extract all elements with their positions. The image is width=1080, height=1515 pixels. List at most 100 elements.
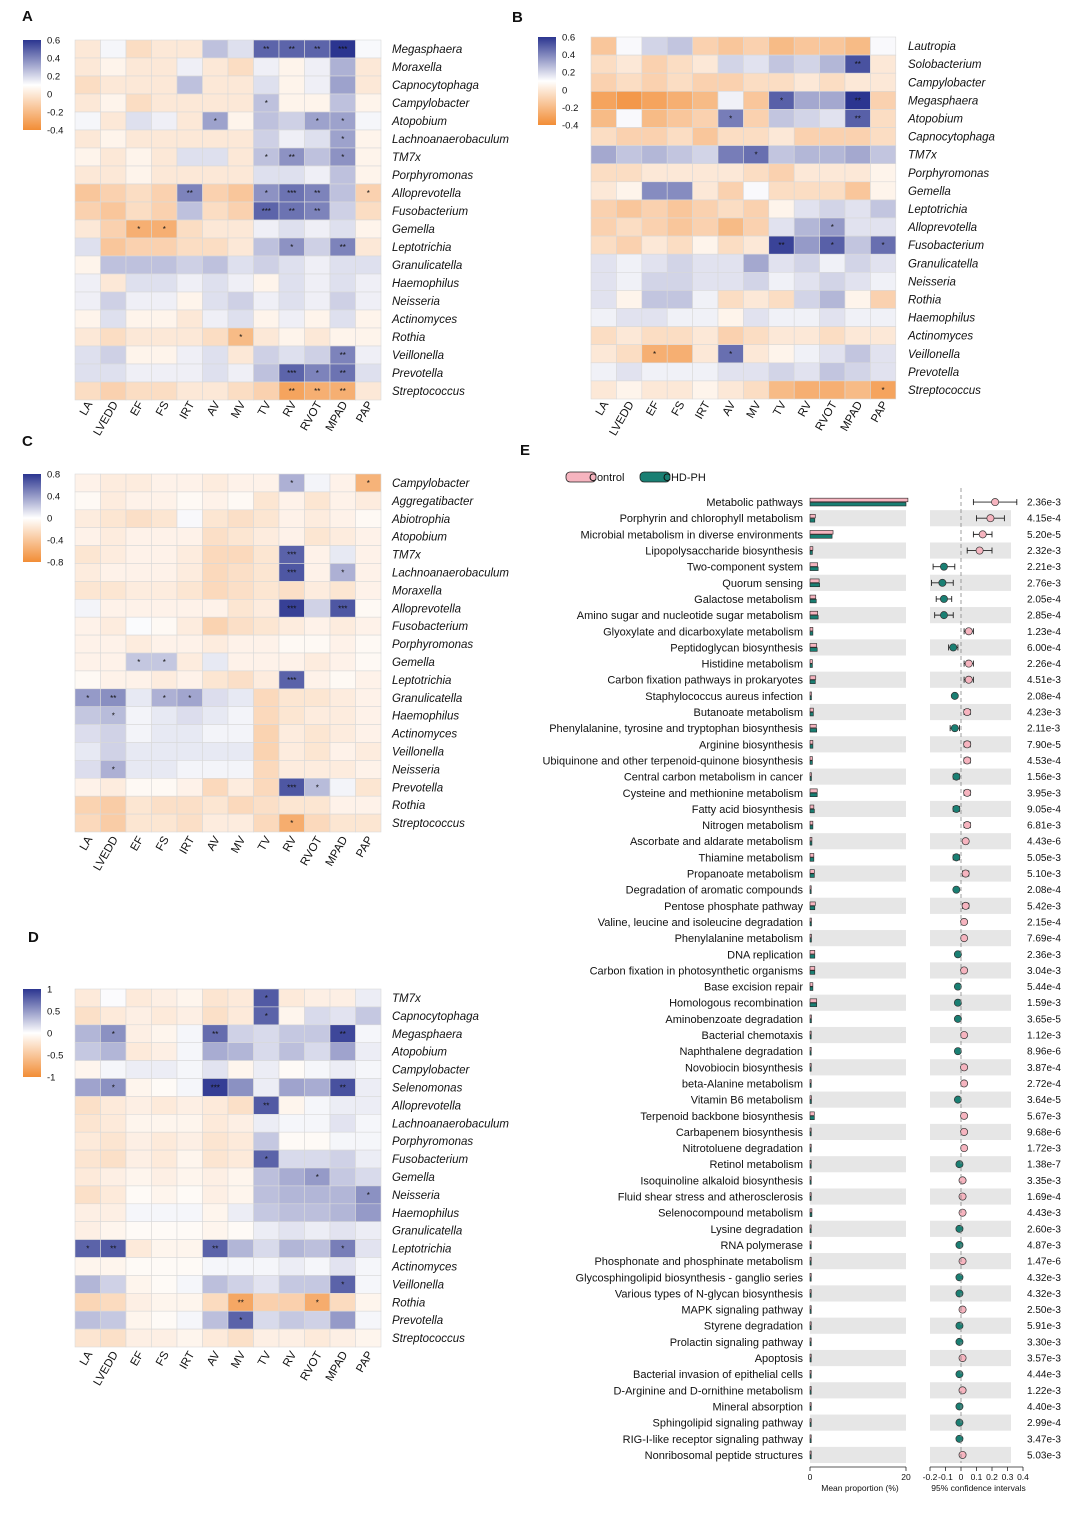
heatmap-cell [355,273,382,293]
significance-mark: * [290,479,293,488]
heatmap-cell [227,598,254,618]
effect-point [950,724,959,733]
effect-point [958,1176,967,1185]
p-value: 5.91e-3 [1027,1321,1061,1332]
heatmap-cell [100,1257,127,1276]
chd-bar [809,905,816,911]
heatmap-cell [151,1149,178,1169]
control-bar [809,772,812,777]
heatmap-cell [74,1257,101,1276]
significance-mark: ** [289,207,295,216]
heatmap-cell [355,1024,382,1044]
pathway-label: Bacterial invasion of epithelial cells [633,1369,803,1381]
control-bar [809,594,817,599]
significance-mark: * [214,117,217,126]
taxon-label: Alloprevotella [391,603,461,615]
heatmap-cell [151,1239,178,1258]
row-stripe [810,639,906,656]
heatmap-cell [278,327,305,347]
column-label: RV [796,399,814,419]
significance-mark: ** [238,1298,244,1307]
heatmap-cell [355,777,382,797]
heatmap-cell [125,742,152,761]
heatmap-cell [304,760,331,779]
significance-mark: * [316,1173,319,1182]
control-bar [809,820,814,826]
heatmap-cell [355,201,382,221]
column-label: IRT [178,1350,198,1372]
heatmap-cell [253,237,280,257]
pathway-label: Lipopolysaccharide biosynthesis [645,546,803,558]
control-bar [809,917,812,922]
heatmap-cell [793,91,820,110]
p-value: 3.64e-5 [1027,1095,1061,1106]
p-value: 5.67e-3 [1027,1111,1061,1122]
heatmap-cell [151,165,178,185]
chd-bar [809,841,813,846]
p-value: 2.60e-3 [1027,1224,1061,1235]
taxon-label: Fusobacterium [392,206,468,218]
column-label: RV [281,834,299,854]
chd-bar [809,695,812,701]
heatmap-cell [870,72,897,92]
p-value: 3.87e-4 [1027,1063,1061,1074]
chd-bar [809,954,816,959]
heatmap-cell [793,181,820,201]
heatmap-cell [74,1042,101,1061]
significance-mark: *** [211,1083,220,1092]
chd-bar [809,1164,812,1169]
heatmap-cell [227,652,254,672]
column-label: EF [644,400,662,419]
heatmap-cell [819,127,846,146]
heatmap-cell [355,813,382,833]
heatmap-cell [151,1293,178,1312]
heatmap-cell [355,634,382,654]
heatmap-cell [74,813,101,833]
heatmap-cell [227,1078,254,1097]
heatmap-cell [100,1185,127,1205]
significance-mark: * [341,117,344,126]
heatmap-cell [355,147,382,167]
heatmap-cell [202,381,229,401]
pathway-label: Ubiquinone and other terpenoid-quinone b… [542,755,803,767]
heatmap-cell [253,545,280,564]
heatmap-cell [151,345,178,365]
heatmap-cell [253,706,280,725]
heatmap-cell [151,381,178,401]
significance-mark: * [163,658,166,667]
heatmap-cell [616,54,643,74]
heatmap-cell [125,706,152,725]
column-label: LVEDD [92,835,121,873]
heatmap-cell [355,1131,382,1151]
effect-point [963,821,972,830]
heatmap-cell [151,363,178,383]
heatmap-cell [355,219,382,239]
heatmap-cell [202,527,229,546]
ci-axis-tick-label: 0.3 [1002,1472,1014,1482]
ci-axis-tick-label: 0.2 [986,1472,998,1482]
pathway-label: Selenocompound metabolism [658,1208,803,1220]
heatmap-cell [100,724,127,743]
pathway-row: Arginine biosynthesis 7.90e-5 [699,736,1061,753]
taxon-label: Prevotella [392,1315,443,1327]
heatmap-cell [253,129,280,149]
significance-mark: * [265,1012,268,1021]
heatmap-cell [717,54,744,74]
heatmap-cell [590,91,617,110]
heatmap-cell [151,581,178,600]
row-stripe [930,1349,1011,1367]
column-label: AV [205,399,223,418]
heatmap-cell [176,1078,203,1097]
row-stripe [930,1156,1011,1173]
heatmap-cell [227,363,254,383]
heatmap-cell [100,165,127,185]
heatmap-cell [227,742,254,761]
row-stripe [810,1446,906,1463]
significance-mark: * [112,765,115,774]
heatmap-cell [355,1149,382,1169]
p-value: 8.96e-6 [1027,1047,1061,1058]
heatmap-panels: A** ** ** *** MegasphaeraMoraxellaCapnocytop… [22,8,995,1388]
significance-mark: * [265,189,268,198]
column-label: FS [670,399,688,418]
heatmap-cell [819,271,846,291]
